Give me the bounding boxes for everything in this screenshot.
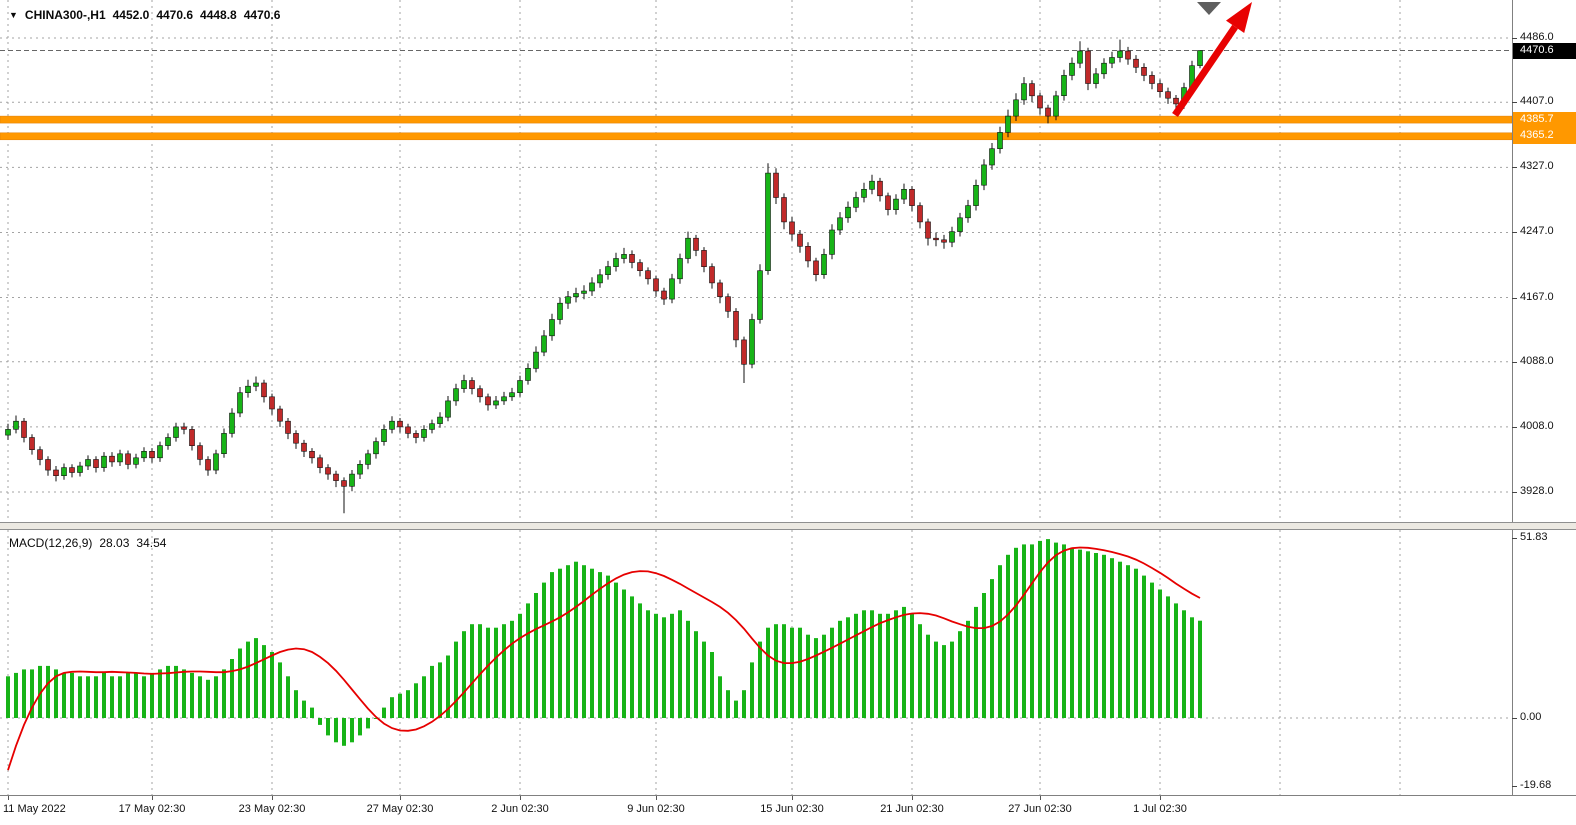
axis-tick-mark <box>1512 786 1517 788</box>
axis-tick-mark <box>1512 426 1517 428</box>
time-tick-mark <box>272 796 273 800</box>
macd-grid-lines <box>0 530 1512 795</box>
horizontal-level-line[interactable] <box>0 132 1512 141</box>
price-tick-label: 4327.0 <box>1520 160 1554 173</box>
symbol-period-label: CHINA300-,H1 <box>24 8 106 22</box>
time-label: 17 May 02:30 <box>118 803 186 815</box>
macd-label: MACD(12,26,9) <box>9 536 93 550</box>
axis-tick-mark <box>1512 232 1517 234</box>
horizontal-level-line[interactable] <box>0 115 1512 124</box>
macd-histogram <box>6 539 1202 746</box>
time-axis[interactable]: 11 May 2022 17 May 02:30 23 May 02:30 27 Ma… <box>0 796 1512 825</box>
axis-tick-mark <box>1512 361 1517 363</box>
current-price-tag: 4470.6 <box>1513 42 1576 59</box>
macd-tick-label: -19.68 <box>1520 779 1552 792</box>
price-tick-label: 4407.0 <box>1520 95 1554 108</box>
grid-lines <box>0 0 1512 522</box>
candlestick-series <box>5 39 1203 514</box>
time-label: 1 Jul 02:30 <box>1133 803 1187 815</box>
axis-tick-mark <box>1512 538 1517 539</box>
time-tick-mark <box>400 796 401 800</box>
macd-main-value: 28.03 <box>99 536 130 550</box>
trend-arrow-annotation[interactable] <box>1172 2 1252 117</box>
time-tick-mark <box>520 796 521 800</box>
axis-tick-mark <box>1512 492 1517 493</box>
axis-separator-line <box>1512 0 1513 796</box>
time-tick-mark <box>1040 796 1041 800</box>
candlestick-chart-canvas[interactable] <box>0 0 1512 522</box>
macd-tick-label: 0.00 <box>1520 711 1542 723</box>
price-tick-label: 4247.0 <box>1520 225 1554 238</box>
time-label: 23 May 02:30 <box>238 803 306 815</box>
axis-tick-mark <box>1512 102 1517 104</box>
time-label: 9 Jun 02:30 <box>627 803 685 815</box>
time-label: 21 Jun 02:30 <box>880 803 944 815</box>
ohlc-low-value: 4448.8 <box>200 8 237 22</box>
level-price-tag: 4365.2 <box>1513 128 1576 145</box>
time-tick-mark <box>656 796 657 800</box>
price-tick-label: 4167.0 <box>1520 290 1554 303</box>
time-tick-mark <box>8 796 9 800</box>
time-tick-mark <box>152 796 153 800</box>
macd-tick-label: 51.83 <box>1520 531 1548 543</box>
time-label: 27 May 02:30 <box>366 803 434 815</box>
macd-signal-value: 34.54 <box>136 536 167 550</box>
time-label: 11 May 2022 <box>3 803 66 815</box>
symbol-dropdown-icon[interactable]: ▼ <box>9 10 18 20</box>
macd-panel-bottom-border <box>0 795 1576 796</box>
price-tick-label: 4486.0 <box>1520 31 1554 43</box>
ohlc-high-value: 4470.6 <box>156 8 194 22</box>
time-tick-mark <box>912 796 913 800</box>
time-tick-mark <box>1160 796 1161 800</box>
axis-tick-mark <box>1512 167 1517 169</box>
level-price-tag: 4385.7 <box>1513 111 1576 128</box>
price-axis[interactable]: 4486.0 4407.0 4327.0 4247.0 4167.0 4088.0 4008… <box>1512 0 1576 796</box>
ohlc-close-value: 4470.6 <box>243 8 281 22</box>
panel-splitter[interactable] <box>0 522 1576 530</box>
price-tick-label: 4008.0 <box>1520 419 1554 432</box>
macd-chart-canvas[interactable] <box>0 530 1512 795</box>
chart-shift-marker[interactable] <box>1197 2 1221 15</box>
price-tick-label: 4088.0 <box>1520 354 1554 367</box>
time-label: 2 Jun 02:30 <box>491 803 549 815</box>
axis-tick-mark <box>1512 38 1517 39</box>
axis-tick-mark <box>1512 718 1517 719</box>
price-tick-label: 3928.0 <box>1520 485 1554 497</box>
ohlc-open-value: 4452.0 <box>112 8 150 22</box>
chart-title: ▼ CHINA300-,H1 4452.0 4470.6 4448.8 4470… <box>9 8 280 22</box>
axis-tick-mark <box>1512 297 1517 299</box>
time-label: 15 Jun 02:30 <box>760 803 824 815</box>
macd-indicator-header: MACD(12,26,9) 28.03 34.54 <box>9 536 166 550</box>
time-tick-mark <box>792 796 793 800</box>
macd-signal-line <box>7 546 1201 771</box>
time-label: 27 Jun 02:30 <box>1008 803 1072 815</box>
